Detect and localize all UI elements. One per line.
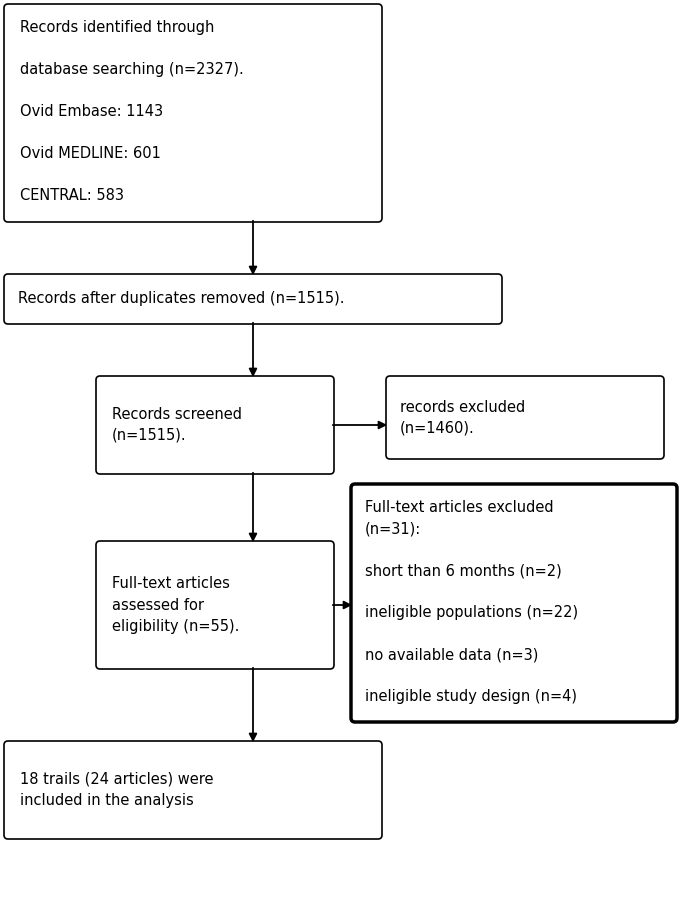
Text: records excluded
(n=1460).: records excluded (n=1460). [400,399,525,435]
FancyBboxPatch shape [4,4,382,222]
Text: Full-text articles
assessed for
eligibility (n=55).: Full-text articles assessed for eligibil… [112,576,239,634]
FancyBboxPatch shape [351,484,677,722]
Text: 18 trails (24 articles) were
included in the analysis: 18 trails (24 articles) were included in… [20,772,214,808]
Text: Full-text articles excluded
(n=31):

short than 6 months (n=2)

ineligible popul: Full-text articles excluded (n=31): shor… [365,500,578,704]
FancyBboxPatch shape [96,376,334,474]
Text: Records screened
(n=1515).: Records screened (n=1515). [112,407,242,443]
Text: Records identified through

database searching (n=2327).

Ovid Embase: 1143

Ovi: Records identified through database sear… [20,20,244,203]
FancyBboxPatch shape [96,541,334,669]
FancyBboxPatch shape [4,741,382,839]
Text: Records after duplicates removed (n=1515).: Records after duplicates removed (n=1515… [18,292,345,306]
FancyBboxPatch shape [4,274,502,324]
FancyBboxPatch shape [386,376,664,459]
